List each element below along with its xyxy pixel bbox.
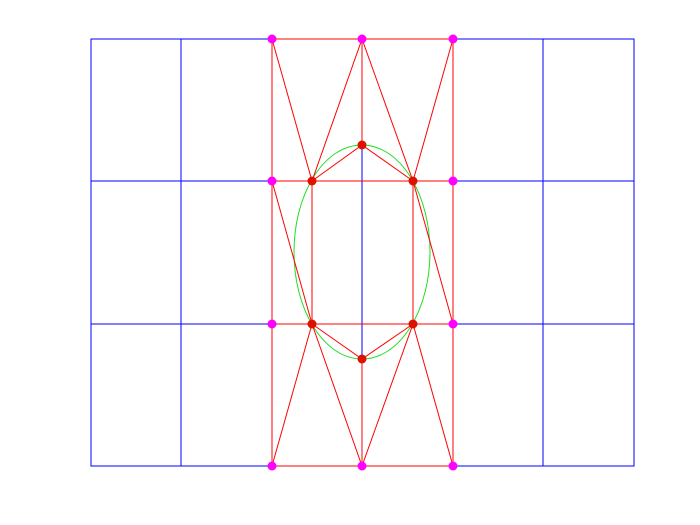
node bbox=[408, 319, 418, 329]
node bbox=[267, 461, 277, 471]
node bbox=[408, 176, 418, 186]
node bbox=[307, 176, 317, 186]
node bbox=[357, 354, 367, 364]
node bbox=[307, 319, 317, 329]
edge bbox=[412, 180, 454, 325]
node bbox=[448, 319, 458, 329]
node bbox=[357, 461, 367, 471]
edge bbox=[271, 180, 313, 325]
node bbox=[357, 34, 367, 44]
outer-nodes bbox=[267, 34, 458, 471]
node bbox=[267, 176, 277, 186]
inner-nodes bbox=[307, 140, 418, 364]
node bbox=[448, 176, 458, 186]
red-mesh bbox=[271, 37, 454, 468]
node bbox=[267, 34, 277, 44]
node bbox=[357, 140, 367, 150]
node bbox=[448, 34, 458, 44]
node bbox=[267, 319, 277, 329]
node bbox=[448, 461, 458, 471]
